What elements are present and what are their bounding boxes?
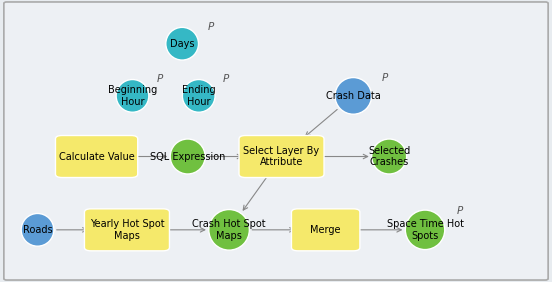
- Text: Calculate Value: Calculate Value: [59, 151, 135, 162]
- Ellipse shape: [209, 210, 250, 250]
- Text: Days: Days: [170, 39, 194, 49]
- FancyBboxPatch shape: [291, 209, 360, 251]
- Text: Roads: Roads: [23, 225, 52, 235]
- Text: P: P: [157, 74, 163, 84]
- Text: Crash Hot Spot
Maps: Crash Hot Spot Maps: [192, 219, 266, 241]
- FancyBboxPatch shape: [4, 2, 548, 280]
- FancyBboxPatch shape: [55, 136, 137, 178]
- FancyBboxPatch shape: [84, 209, 169, 251]
- Ellipse shape: [405, 210, 445, 250]
- Ellipse shape: [182, 80, 215, 112]
- Ellipse shape: [116, 80, 149, 112]
- FancyBboxPatch shape: [239, 136, 324, 178]
- Text: P: P: [381, 72, 388, 83]
- Ellipse shape: [166, 27, 199, 60]
- Text: Select Layer By
Attribute: Select Layer By Attribute: [243, 146, 320, 167]
- Ellipse shape: [335, 78, 371, 114]
- Text: Selected
Crashes: Selected Crashes: [368, 146, 410, 167]
- Text: Ending
Hour: Ending Hour: [182, 85, 215, 107]
- Text: Yearly Hot Spot
Maps: Yearly Hot Spot Maps: [89, 219, 164, 241]
- Text: P: P: [208, 22, 214, 32]
- Ellipse shape: [170, 139, 205, 174]
- Text: P: P: [223, 74, 230, 84]
- Ellipse shape: [21, 213, 54, 246]
- Text: Space Time Hot
Spots: Space Time Hot Spots: [386, 219, 464, 241]
- Text: Merge: Merge: [310, 225, 341, 235]
- Ellipse shape: [371, 139, 407, 174]
- Text: SQL Expression: SQL Expression: [150, 151, 225, 162]
- Text: Crash Data: Crash Data: [326, 91, 381, 101]
- Text: P: P: [457, 206, 463, 216]
- Text: Beginning
Hour: Beginning Hour: [108, 85, 157, 107]
